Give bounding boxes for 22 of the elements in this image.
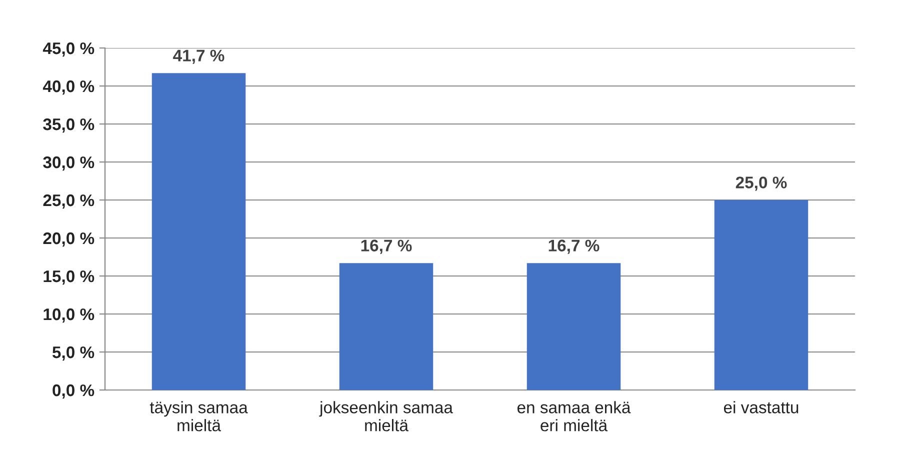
y-tick-label: 25,0 %: [43, 194, 94, 209]
x-tick-label: jokseenkin samaa mieltä: [319, 401, 453, 432]
y-tick-label: 0,0 %: [52, 384, 94, 399]
y-tick-label: 20,0 %: [43, 232, 94, 247]
y-tick-label: 30,0 %: [43, 156, 94, 171]
bar: [526, 263, 621, 390]
data-label: 16,7 %: [361, 240, 412, 254]
data-label: 25,0 %: [736, 176, 787, 191]
y-tick-label: 5,0 %: [52, 346, 94, 361]
bar: [152, 73, 246, 390]
y-tick-label: 45,0 %: [42, 42, 94, 57]
data-label: 16,7 %: [548, 240, 600, 254]
y-tick-label: 15,0 %: [44, 270, 94, 285]
bar: [339, 263, 434, 390]
x-tick-label: täysin samaa mieltä: [150, 401, 248, 432]
y-tick-label: 40,0 %: [42, 80, 94, 95]
x-tick-label: en samaa enkä eri mieltä: [517, 401, 631, 432]
bar: [714, 200, 808, 390]
x-tick-label: ei vastattu: [724, 401, 798, 414]
data-label: 41,7 %: [173, 50, 224, 64]
y-tick-label: 35,0 %: [43, 118, 94, 133]
y-tick-label: 10,0 %: [44, 308, 94, 323]
